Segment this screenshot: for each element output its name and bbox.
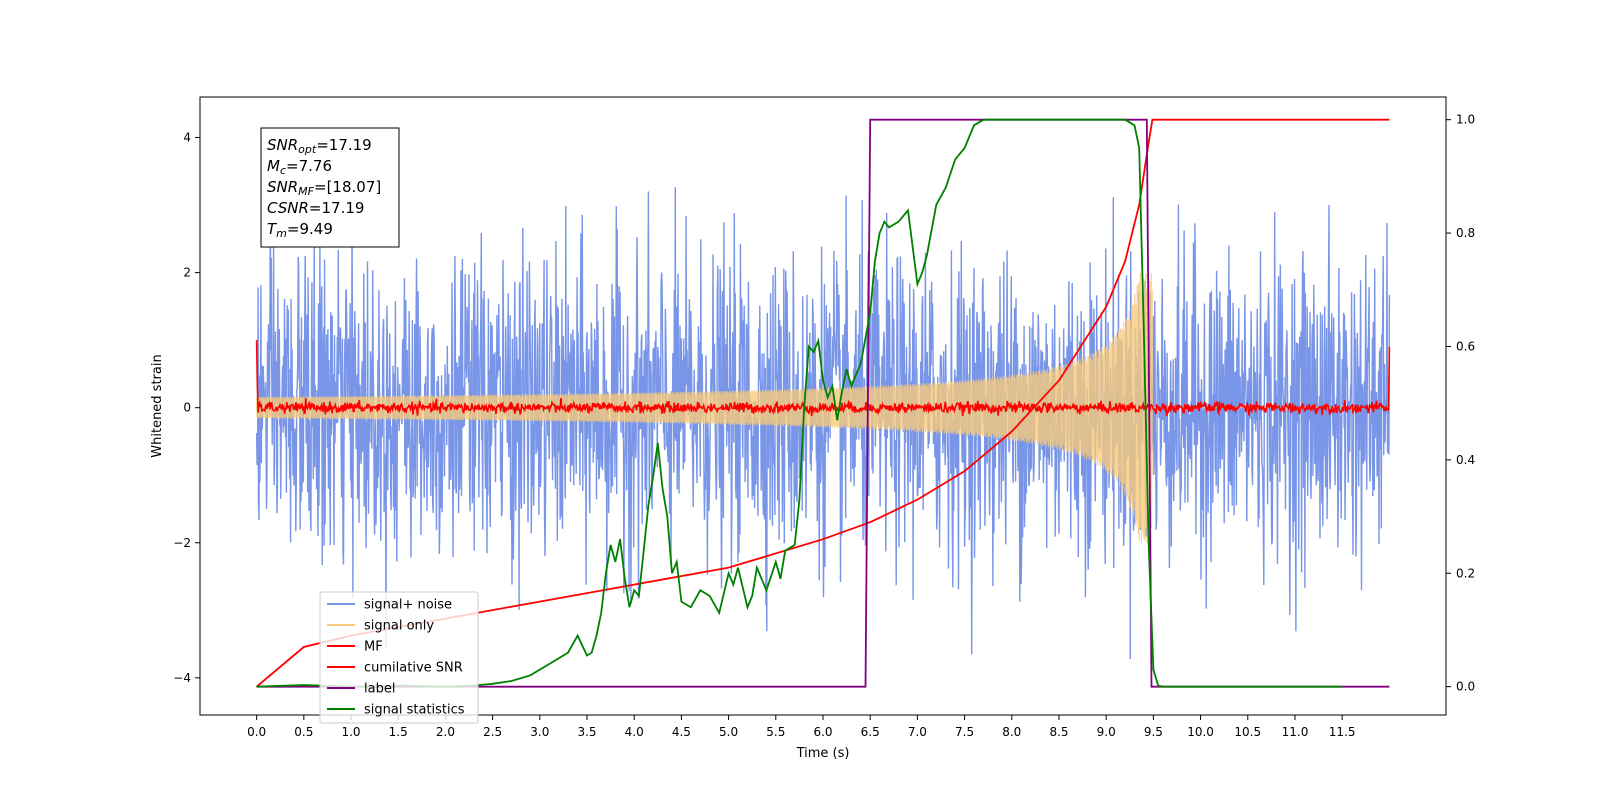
annotation-subscript: MF	[298, 185, 314, 198]
x-tick-label: 6.0	[813, 725, 832, 739]
x-tick-label: 5.0	[719, 725, 738, 739]
y2-tick-label: 0.2	[1456, 566, 1475, 580]
y-tick-label: −2	[173, 536, 191, 550]
x-tick-label: 9.5	[1144, 725, 1163, 739]
annotation-symbol: SNR	[267, 178, 298, 196]
x-tick-label: 11.0	[1282, 725, 1309, 739]
legend-frame	[319, 591, 479, 724]
legend-label: cumilative SNR	[364, 661, 463, 676]
annotation-line: SNRMF=[18.07]	[267, 178, 381, 198]
legend-label: signal only	[364, 619, 434, 634]
annotation-box: SNRopt=17.19Mc=7.76SNRMF=[18.07]CSNR=17.…	[260, 127, 400, 248]
annotation-line: SNRopt=17.19	[267, 136, 372, 156]
x-tick-label: 8.0	[1002, 725, 1021, 739]
x-tick-label: 6.5	[861, 725, 880, 739]
legend-label: MF	[364, 640, 383, 655]
annotation-value: =17.19	[316, 136, 372, 154]
y2-tick-label: 1.0	[1456, 113, 1475, 127]
annotation-symbol: T	[267, 220, 278, 238]
y2-tick-label: 0.0	[1456, 680, 1475, 694]
legend-label: signal+ noise	[364, 598, 452, 613]
x-tick-label: 1.0	[341, 725, 360, 739]
y-tick-label: 4	[183, 131, 191, 145]
annotation-value: =7.76	[286, 157, 332, 175]
annotation-line: CSNR=17.19	[267, 199, 364, 217]
annotation-line: Tm=9.49	[267, 220, 333, 240]
x-tick-label: 3.0	[530, 725, 549, 739]
series-mf	[255, 340, 1391, 417]
annotation-frame	[260, 127, 400, 248]
y-axis-label: Whitened strain	[150, 354, 165, 457]
y-tick-label: 2	[183, 266, 191, 280]
x-tick-label: 11.5	[1329, 725, 1356, 739]
annotation-symbol: CSNR	[267, 199, 309, 217]
annotation-symbol: SNR	[267, 136, 298, 154]
x-tick-label: 0.0	[247, 725, 266, 739]
x-tick-label: 10.0	[1187, 725, 1214, 739]
x-tick-label: 9.0	[1097, 725, 1116, 739]
x-tick-label: 0.5	[294, 725, 313, 739]
annotation-subscript: opt	[298, 143, 317, 156]
series-signal-statistics	[256, 118, 1343, 688]
x-tick-label: 4.0	[625, 725, 644, 739]
annotation-line: Mc=7.76	[267, 157, 332, 177]
y2-tick-label: 0.8	[1456, 226, 1475, 240]
x-tick-label: 5.5	[766, 725, 785, 739]
x-tick-label: 7.0	[908, 725, 927, 739]
legend-label: signal statistics	[364, 703, 465, 718]
x-tick-label: 10.5	[1234, 725, 1261, 739]
x-tick-label: 2.0	[436, 725, 455, 739]
x-axis-label: Time (s)	[796, 746, 850, 761]
annotation-value: =17.19	[309, 199, 365, 217]
y2-tick-label: 0.6	[1456, 339, 1475, 353]
annotation-value: =9.49	[287, 220, 333, 238]
y2-tick-label: 0.4	[1456, 453, 1475, 467]
annotation-subscript: m	[276, 227, 287, 240]
x-tick-label: 4.5	[672, 725, 691, 739]
y-tick-label: 0	[183, 401, 191, 415]
x-tick-label: 2.5	[483, 725, 502, 739]
x-tick-label: 7.5	[955, 725, 974, 739]
annotation-subscript: c	[280, 164, 286, 177]
annotation-value: =[18.07]	[314, 178, 381, 196]
x-tick-label: 1.5	[389, 725, 408, 739]
annotation-symbol: M	[267, 157, 280, 175]
legend-label: label	[364, 682, 395, 697]
axes-layer: 0.0 0.5 1.0 1.5 2.0 2.5 3.0 3.5 4.0 4.5 5.0 5.5 6.0 6…	[173, 113, 1475, 739]
x-tick-label: 3.5	[577, 725, 596, 739]
x-tick-label: 8.5	[1049, 725, 1068, 739]
legend: signal+ noise signal only MF cumilative SNR…	[319, 591, 479, 724]
y-tick-label: −4	[173, 671, 191, 685]
